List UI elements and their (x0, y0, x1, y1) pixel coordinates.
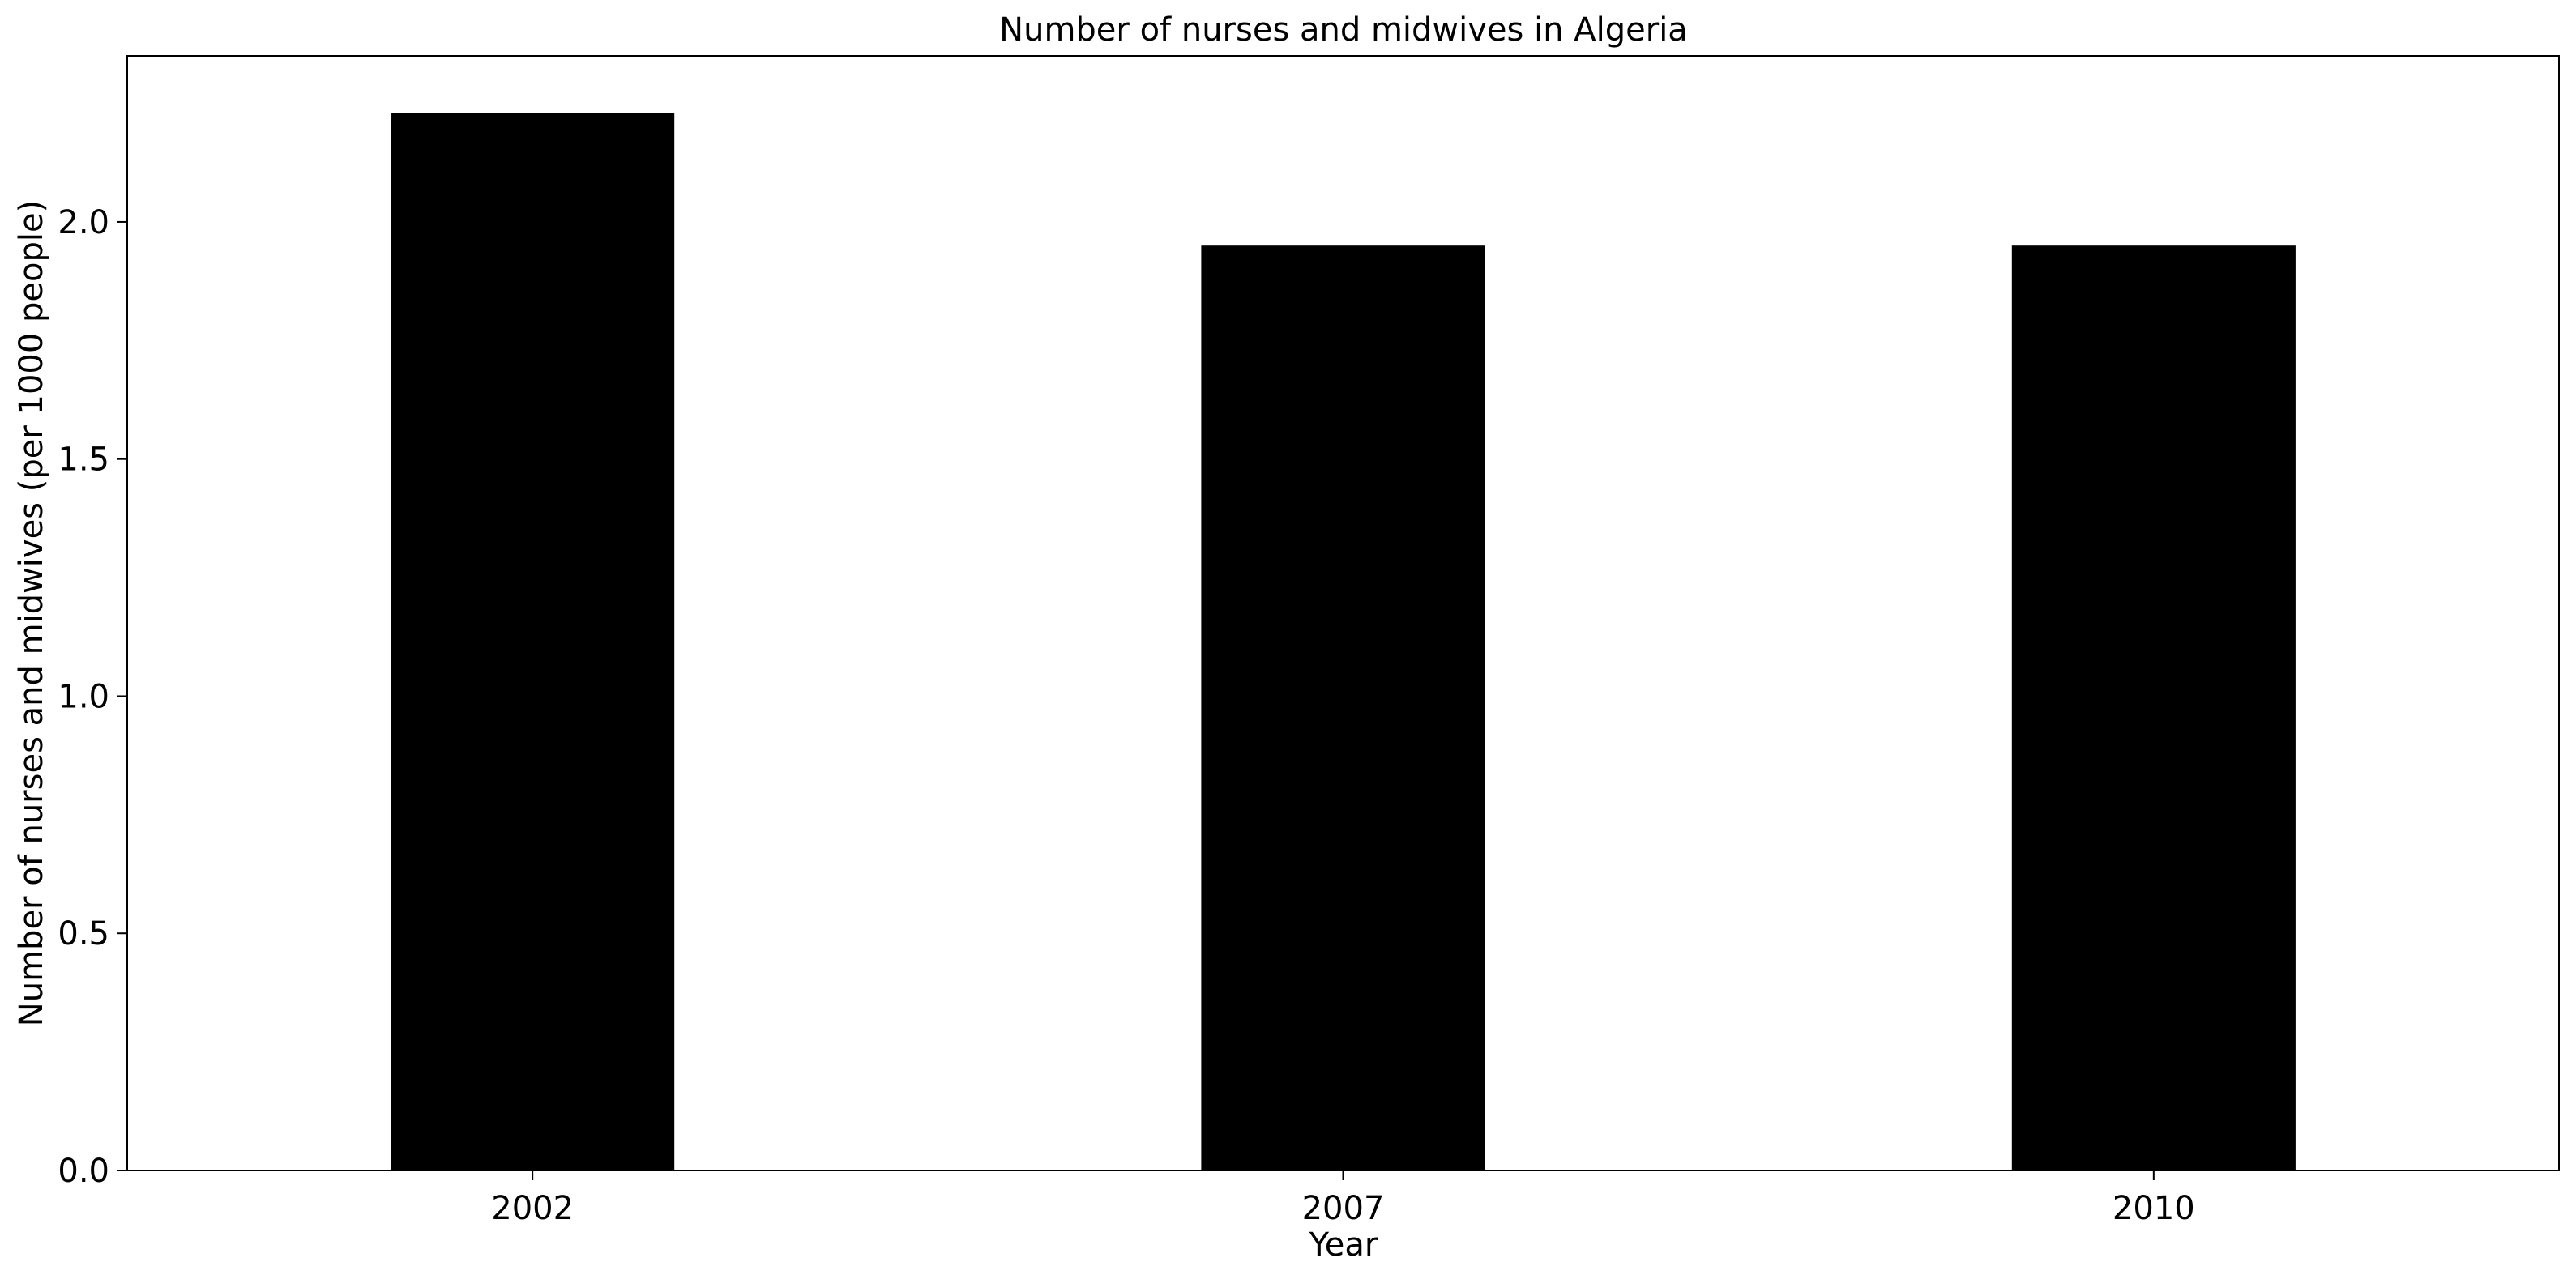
x-axis-ticks: 2002 2007 2010 (491, 1170, 2195, 1227)
bar-2002 (391, 113, 675, 1170)
y-tick-label: 0.5 (58, 915, 109, 953)
y-axis-label: Number of nurses and midwives (per 1000 … (13, 200, 50, 1026)
x-tick-label-2002: 2002 (491, 1190, 574, 1227)
y-tick-label: 0.0 (58, 1153, 109, 1190)
y-tick-label: 2.0 (58, 204, 109, 241)
y-tick-label: 1.5 (58, 441, 109, 479)
bars-group (391, 113, 2296, 1171)
x-tick-label-2010: 2010 (2112, 1190, 2195, 1227)
y-tick-label: 1.0 (58, 678, 109, 715)
x-tick-label-2007: 2007 (1302, 1190, 1385, 1227)
chart-title: Number of nurses and midwives in Algeria (999, 11, 1688, 49)
y-axis-ticks: 0.0 0.5 1.0 1.5 2.0 (58, 204, 127, 1190)
plot-area-frame (126, 55, 2560, 1171)
bar-2007 (1201, 245, 1485, 1171)
bar-2010 (2011, 245, 2296, 1171)
x-axis-label: Year (1309, 1226, 1378, 1264)
